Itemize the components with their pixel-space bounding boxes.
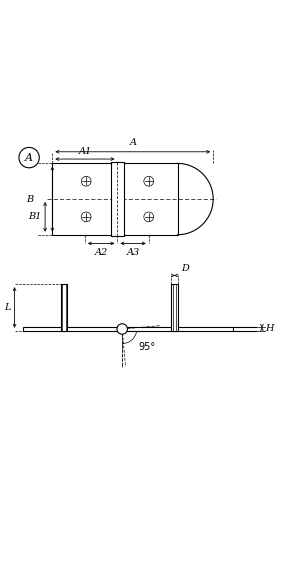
Text: A1: A1 <box>78 147 92 155</box>
Text: H: H <box>265 324 274 334</box>
Text: 95°: 95° <box>138 342 155 352</box>
Text: A: A <box>129 139 136 147</box>
Text: B1: B1 <box>28 212 42 222</box>
Bar <box>23 327 122 331</box>
Bar <box>171 284 178 331</box>
Text: A: A <box>25 153 33 162</box>
Text: A2: A2 <box>95 248 108 257</box>
Bar <box>52 164 178 235</box>
Circle shape <box>117 324 127 334</box>
Text: B: B <box>26 194 33 204</box>
Text: D: D <box>181 264 189 273</box>
Bar <box>111 162 124 236</box>
Text: L: L <box>4 303 10 312</box>
Bar <box>122 327 233 331</box>
Text: A3: A3 <box>127 248 140 257</box>
Bar <box>61 284 67 331</box>
